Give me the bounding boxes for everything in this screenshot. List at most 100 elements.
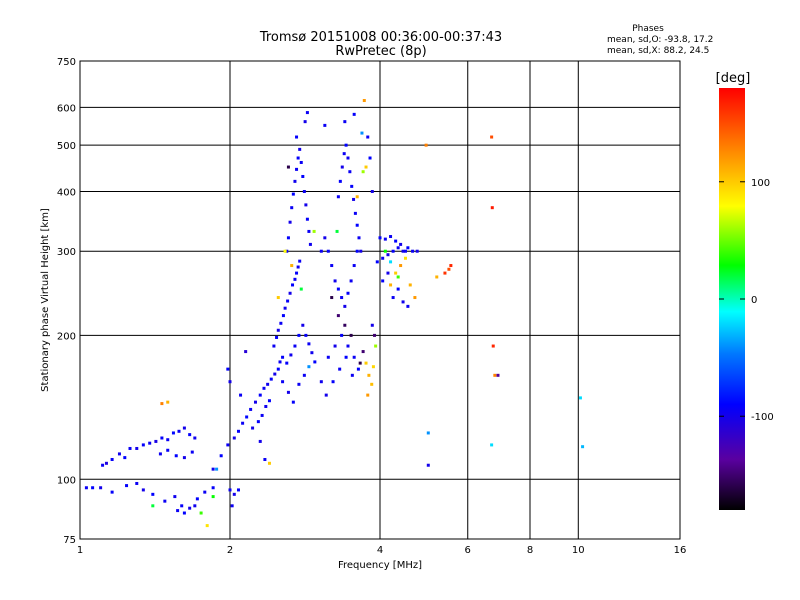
data-point (340, 296, 344, 300)
data-point (141, 443, 145, 447)
data-point (148, 441, 152, 445)
data-point (256, 420, 260, 424)
colorbar-label: [deg] (716, 71, 751, 86)
data-point (406, 304, 410, 308)
data-point (333, 279, 337, 283)
data-point (182, 511, 186, 515)
data-point (258, 439, 262, 443)
y-tick-label: 200 (57, 331, 76, 342)
data-point (276, 328, 280, 332)
x-tick-label: 4 (377, 545, 383, 556)
data-point (286, 165, 290, 169)
data-point (110, 457, 114, 461)
data-point (336, 314, 340, 318)
data-point (343, 304, 347, 308)
data-point (443, 271, 447, 275)
data-point (236, 429, 240, 433)
data-point (333, 344, 337, 348)
data-point (190, 450, 194, 454)
data-point (370, 323, 374, 327)
data-point (215, 467, 219, 471)
data-point (128, 446, 132, 450)
data-point (304, 203, 308, 207)
data-point (348, 170, 352, 174)
data-point (424, 143, 428, 147)
data-point (176, 509, 180, 513)
data-point (290, 206, 294, 210)
y-tick-label: 600 (57, 103, 76, 114)
data-point (293, 179, 297, 183)
x-tick-label: 10 (572, 545, 585, 556)
data-point (298, 259, 302, 263)
data-point (283, 249, 287, 253)
data-point (297, 333, 301, 337)
data-point (193, 436, 197, 440)
data-point (299, 160, 303, 164)
x-axis-label: Frequency [MHz] (338, 560, 422, 571)
data-point (305, 111, 309, 115)
data-point (307, 229, 311, 233)
colorbar-tick-label: -100 (751, 412, 774, 423)
data-point (281, 380, 285, 384)
y-tick-label: 300 (57, 247, 76, 258)
data-point (352, 355, 356, 359)
data-point (426, 463, 430, 467)
x-axis: 1 2 4 6 8 10 16 (77, 545, 687, 556)
data-point (344, 355, 348, 359)
data-point (99, 486, 103, 490)
data-point (199, 511, 203, 515)
stats-x-line: mean, sd,X: 88.2, 24.5 (607, 46, 709, 56)
data-point (383, 249, 387, 253)
colorbar-tick-label: 100 (751, 178, 770, 189)
data-point (370, 382, 374, 386)
data-point (323, 236, 327, 240)
data-point (357, 236, 361, 240)
data-point (375, 260, 379, 264)
data-point (396, 246, 400, 250)
data-point (160, 402, 164, 406)
data-point (188, 506, 192, 510)
data-point (269, 377, 273, 381)
data-point (403, 249, 407, 253)
data-point (352, 112, 356, 116)
data-point (291, 192, 295, 196)
data-point (358, 361, 362, 365)
data-point (330, 296, 334, 300)
data-point (281, 355, 285, 359)
data-point (101, 463, 105, 467)
data-point (343, 120, 347, 124)
data-point (154, 439, 158, 443)
data-point (394, 239, 398, 243)
data-point (195, 497, 199, 501)
data-point (180, 504, 184, 508)
data-point (389, 260, 393, 264)
data-point (211, 486, 215, 490)
data-point (230, 504, 234, 508)
data-point (171, 431, 175, 435)
data-point (359, 249, 363, 253)
data-point (360, 131, 364, 135)
data-point (285, 249, 289, 253)
data-point (288, 291, 292, 295)
data-point (381, 256, 385, 260)
data-point (110, 490, 114, 494)
colorbar-ticks: 100 0 -100 (719, 178, 774, 423)
data-point (297, 382, 301, 386)
data-point (291, 283, 295, 287)
data-point (188, 433, 192, 437)
data-point (403, 256, 407, 260)
data-point (267, 399, 271, 403)
data-point (330, 264, 334, 268)
data-point (581, 445, 585, 449)
data-point (366, 135, 370, 139)
data-point (491, 344, 495, 348)
data-point (304, 333, 308, 337)
data-point (307, 365, 311, 369)
data-point (406, 246, 410, 250)
data-point (244, 350, 248, 354)
data-point (296, 156, 300, 160)
x-tick-label: 6 (465, 545, 471, 556)
data-point (399, 264, 403, 268)
data-point (258, 393, 262, 397)
colorbar-tick-label: 0 (751, 295, 757, 306)
